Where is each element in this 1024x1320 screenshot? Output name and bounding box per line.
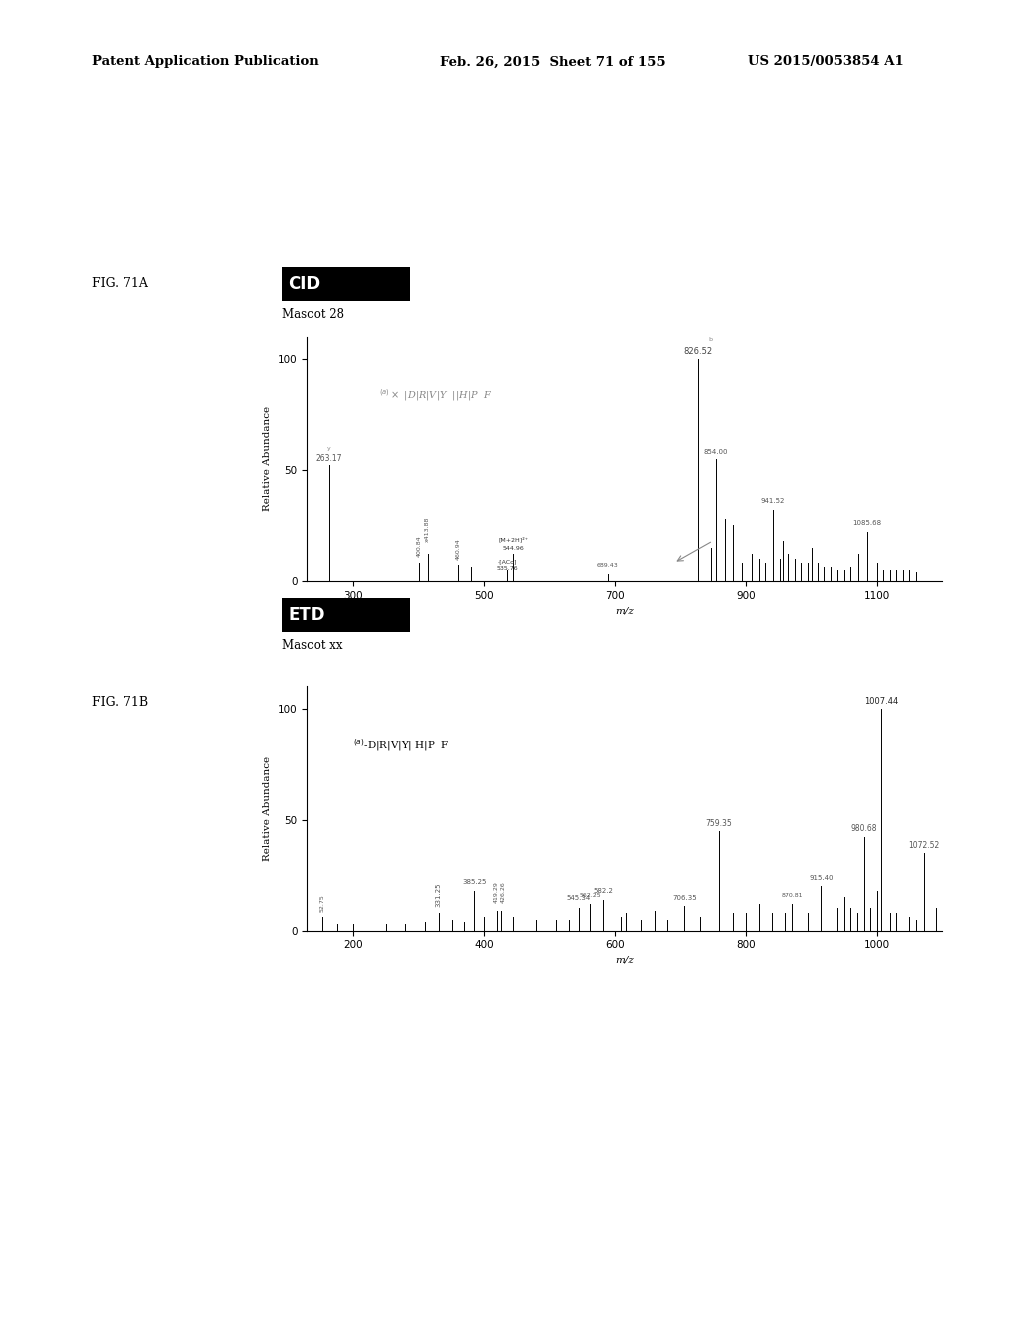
Text: 706.35: 706.35 [672, 895, 696, 900]
Text: x413.88: x413.88 [425, 516, 430, 541]
Text: 535.76: 535.76 [497, 566, 518, 570]
Text: [M+2H]²⁺: [M+2H]²⁺ [499, 536, 528, 541]
Text: 263.17: 263.17 [315, 454, 342, 463]
Text: 562.25: 562.25 [580, 894, 601, 899]
Text: 826.52: 826.52 [683, 347, 713, 356]
Text: 915.40: 915.40 [809, 875, 834, 880]
Text: -[ACo]: -[ACo] [498, 560, 517, 564]
Text: 689.43: 689.43 [597, 564, 618, 569]
Text: 941.52: 941.52 [761, 498, 785, 504]
Text: Mascot 28: Mascot 28 [282, 308, 344, 321]
Text: FIG. 71B: FIG. 71B [92, 696, 148, 709]
Y-axis label: Relative Abundance: Relative Abundance [263, 756, 272, 861]
Text: 1007.44: 1007.44 [864, 697, 899, 706]
Text: 419.29: 419.29 [494, 880, 499, 903]
Text: 1072.52: 1072.52 [908, 841, 940, 850]
Text: 582.2: 582.2 [593, 888, 613, 894]
Text: 854.00: 854.00 [703, 449, 728, 455]
Text: 385.25: 385.25 [462, 879, 486, 884]
Y-axis label: Relative Abundance: Relative Abundance [263, 407, 272, 511]
Text: CID: CID [288, 275, 321, 293]
X-axis label: m/z: m/z [615, 956, 634, 965]
Text: ETD: ETD [288, 606, 325, 624]
Text: 545.34: 545.34 [567, 895, 591, 900]
Text: 52.75: 52.75 [319, 894, 325, 912]
Text: $^{(a)}\times$ |D|R|V|Y  ||H|P  F: $^{(a)}\times$ |D|R|V|Y ||H|P F [379, 388, 493, 404]
Text: 870.81: 870.81 [781, 894, 803, 899]
X-axis label: m/z: m/z [615, 606, 634, 615]
Text: FIG. 71A: FIG. 71A [92, 277, 148, 290]
Text: y: y [327, 446, 331, 451]
Text: 400.84: 400.84 [417, 536, 422, 557]
Text: $^{(a)}$-D|R|V|Y| H|P  F: $^{(a)}$-D|R|V|Y| H|P F [353, 738, 450, 752]
Text: 331.25: 331.25 [436, 883, 442, 907]
Text: 1085.68: 1085.68 [853, 520, 882, 527]
Text: b: b [709, 337, 713, 342]
Text: Feb. 26, 2015  Sheet 71 of 155: Feb. 26, 2015 Sheet 71 of 155 [440, 55, 666, 69]
Text: 759.35: 759.35 [706, 820, 732, 828]
Text: Patent Application Publication: Patent Application Publication [92, 55, 318, 69]
Text: US 2015/0053854 A1: US 2015/0053854 A1 [748, 55, 903, 69]
Text: 460.94: 460.94 [456, 537, 461, 560]
Text: Mascot xx: Mascot xx [282, 639, 342, 652]
Text: 544.96: 544.96 [503, 545, 524, 550]
Text: 980.68: 980.68 [851, 824, 878, 833]
Text: 426.26: 426.26 [501, 880, 506, 903]
